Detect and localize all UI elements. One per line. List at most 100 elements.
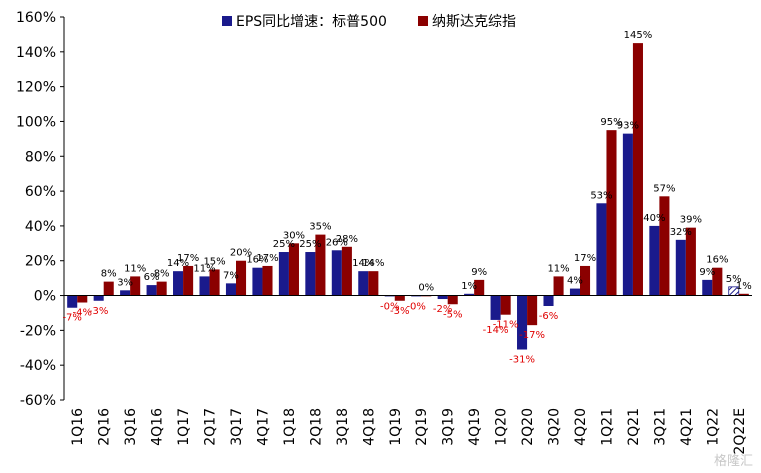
y-tick-label: -60% [20,393,56,409]
y-axis: -60% -40% -20% 0% 20% 40% 60% 80% 100% 120% 140% 16… [16,10,65,409]
bar-nasdaq-4Q19 [474,279,485,296]
y-tick-label: 0% [34,289,56,305]
data-label-nasdaq-2Q18: 35% [309,222,331,233]
data-label-nasdaq-3Q18: 28% [336,234,358,245]
data-label-sp500-1Q20: -14% [483,325,509,336]
bar-sp500-2Q18 [305,252,316,296]
x-tick-label-2Q21: 2Q21 [626,408,642,446]
data-label-nasdaq-3Q21: 57% [653,183,675,194]
bar-nasdaq-4Q17 [262,265,273,296]
y-tick-label: 120% [16,80,56,96]
bar-sp500-3Q17 [225,283,236,296]
data-label-nasdaq-1Q19: -3% [390,306,409,317]
bar-sp500-3Q21 [649,225,660,296]
bar-nasdaq-1Q20 [500,295,511,315]
bar-nasdaq-4Q21 [685,227,696,296]
bar-nasdaq-2Q22E [738,293,749,296]
bar-nasdaq-3Q18 [341,246,352,296]
data-label-sp500-2Q20: -31% [509,355,535,366]
data-label-sp500-2Q19: -0% [406,301,425,312]
x-tick-label-4Q17: 4Q17 [255,408,271,446]
x-tick-label-4Q20: 4Q20 [573,408,589,446]
bar-sp500-1Q17 [173,271,184,296]
x-tick-label-3Q16: 3Q16 [123,408,139,446]
bar-nasdaq-1Q18 [288,243,299,296]
data-label-sp500-3Q20: -6% [539,311,558,322]
x-tick-label-1Q20: 1Q20 [494,408,510,446]
y-tick-label: 80% [25,149,56,165]
x-tick-label-2Q19: 2Q19 [414,408,430,446]
data-label-nasdaq-4Q19: 9% [471,267,487,278]
bar-nasdaq-2Q16 [103,281,114,296]
legend-swatch-sp500 [222,16,232,26]
x-tick-label-4Q21: 4Q21 [679,408,695,446]
data-label-nasdaq-3Q16: 11% [124,263,146,274]
data-label-sp500-1Q19: -0% [380,301,399,312]
y-tick-label: -20% [20,323,56,339]
data-label-sp500-2Q18: 25% [299,239,321,250]
bar-sp500-1Q22 [702,279,713,296]
data-label-nasdaq-2Q21: 145% [624,30,653,41]
bar-sp500-2Q21 [622,133,633,296]
x-tick-label-2Q18: 2Q18 [308,408,324,446]
data-label-nasdaq-1Q20: -11% [493,320,519,331]
x-tick-label-2Q17: 2Q17 [203,408,219,446]
bar-nasdaq-4Q16 [156,281,167,296]
legend-swatch-nasdaq [418,16,428,26]
bars-group [67,43,749,350]
bar-nasdaq-1Q17 [183,265,194,296]
data-labels-group: -7%-4%-3%8%3%11%6%8%14%17%11%15%7%20%16%… [62,30,751,365]
bar-nasdaq-3Q16 [130,276,141,296]
data-label-sp500-2Q17: 11% [193,263,215,274]
data-label-nasdaq-4Q18: 14% [362,258,384,269]
data-label-nasdaq-1Q22: 16% [706,255,728,266]
x-tick-label-2Q20: 2Q20 [520,408,536,446]
bar-sp500-3Q16 [120,290,131,296]
y-tick-label: -40% [20,358,56,374]
bar-nasdaq-4Q18 [368,271,379,296]
legend: EPS同比增速：标普500 纳斯达克综指 [222,14,516,30]
data-label-nasdaq-2Q16: 8% [101,269,117,280]
data-label-sp500-2Q22E: 5% [726,274,742,285]
data-label-nasdaq-2Q19: 0% [418,283,434,294]
bar-sp500-3Q20 [543,295,554,306]
bar-nasdaq-2Q17 [209,269,220,296]
data-label-nasdaq-3Q17: 20% [230,248,252,259]
y-tick-label: 20% [25,254,56,270]
bar-sp500-4Q19 [464,293,475,296]
bar-nasdaq-3Q21 [659,196,670,296]
watermark: 格隆汇 [713,454,753,469]
x-tick-label-1Q22: 1Q22 [705,408,721,446]
x-tick-label-1Q16: 1Q16 [70,408,86,446]
bar-sp500-2Q17 [199,276,210,296]
bar-sp500-2Q16 [93,295,104,301]
data-label-nasdaq-4Q21: 39% [680,215,702,226]
data-label-nasdaq-2Q22E: 1% [736,281,752,292]
bar-nasdaq-3Q19 [447,295,458,305]
data-label-sp500-3Q17: 7% [223,270,239,281]
x-tick-label-2Q22E: 2Q22E [732,408,748,455]
data-label-sp500-4Q19: 1% [461,281,477,292]
y-tick-label: 40% [25,219,56,235]
data-label-sp500-2Q21: 93% [617,121,639,132]
data-label-nasdaq-2Q17: 15% [203,256,225,267]
x-tick-label-4Q18: 4Q18 [361,408,377,446]
x-tick-label-1Q19: 1Q19 [388,408,404,446]
x-axis: 1Q16 2Q16 3Q16 4Q16 1Q17 2Q17 3Q17 4Q17 1Q18 2Q18… [64,295,752,455]
x-tick-label-1Q17: 1Q17 [176,408,192,446]
data-label-nasdaq-3Q20: 11% [547,263,569,274]
bar-sp500-1Q18 [278,252,289,296]
bar-nasdaq-1Q16 [77,295,88,303]
bar-sp500-4Q17 [252,267,263,296]
bar-nasdaq-3Q20 [553,276,564,296]
data-label-nasdaq-1Q18: 30% [283,230,305,241]
data-label-sp500-1Q16: -7% [62,313,81,324]
x-tick-label-1Q18: 1Q18 [282,408,298,446]
data-label-nasdaq-1Q21: 95% [600,117,622,128]
legend-label-sp500: EPS同比增速：标普500 [236,14,387,30]
data-label-sp500-4Q18: 14% [352,258,374,269]
y-tick-label: 100% [16,114,56,130]
bar-sp500-4Q20 [569,288,580,296]
bar-sp500-3Q18 [331,250,342,296]
